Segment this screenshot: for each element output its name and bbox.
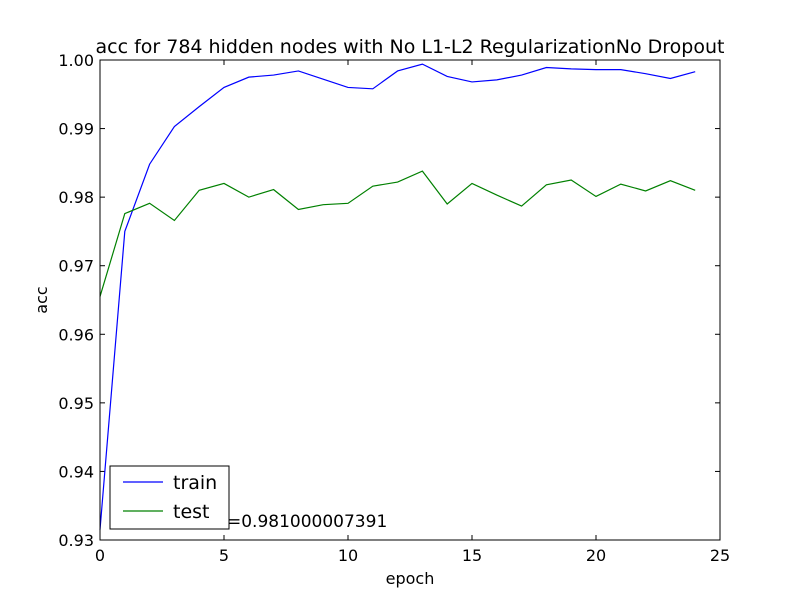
y-tick-label: 0.93 <box>58 531 94 550</box>
x-axis-label: epoch <box>386 569 435 588</box>
x-tick-label: 10 <box>338 546 358 565</box>
best-test-annotation: =0.981000007391 <box>227 512 387 532</box>
y-tick-label: 0.94 <box>58 462 94 481</box>
y-tick-label: 1.00 <box>58 51 94 70</box>
legend-label-test: test <box>173 501 210 523</box>
series-line-train <box>99 63 696 530</box>
x-tick-label: 5 <box>219 546 229 565</box>
series-line-test <box>99 170 696 297</box>
legend-box <box>109 465 230 530</box>
y-tick-label: 0.96 <box>58 325 94 344</box>
legend: train test <box>109 465 230 530</box>
y-axis-label: acc <box>32 286 51 313</box>
legend-label-train: train <box>173 472 217 494</box>
y-tick-label: 0.99 <box>58 120 94 139</box>
series-lines <box>99 63 696 530</box>
x-tick-label: 15 <box>462 546 482 565</box>
x-tick-label: 0 <box>95 546 105 565</box>
y-tick-label: 0.95 <box>58 394 94 413</box>
plot-frame <box>99 59 721 541</box>
plot-area <box>100 60 720 540</box>
y-tick-label: 0.97 <box>58 257 94 276</box>
x-tick-label: 25 <box>710 546 730 565</box>
x-tick-label: 20 <box>586 546 606 565</box>
y-tick-label: 0.98 <box>58 188 94 207</box>
chart-title: acc for 784 hidden nodes with No L1-L2 R… <box>96 36 725 58</box>
